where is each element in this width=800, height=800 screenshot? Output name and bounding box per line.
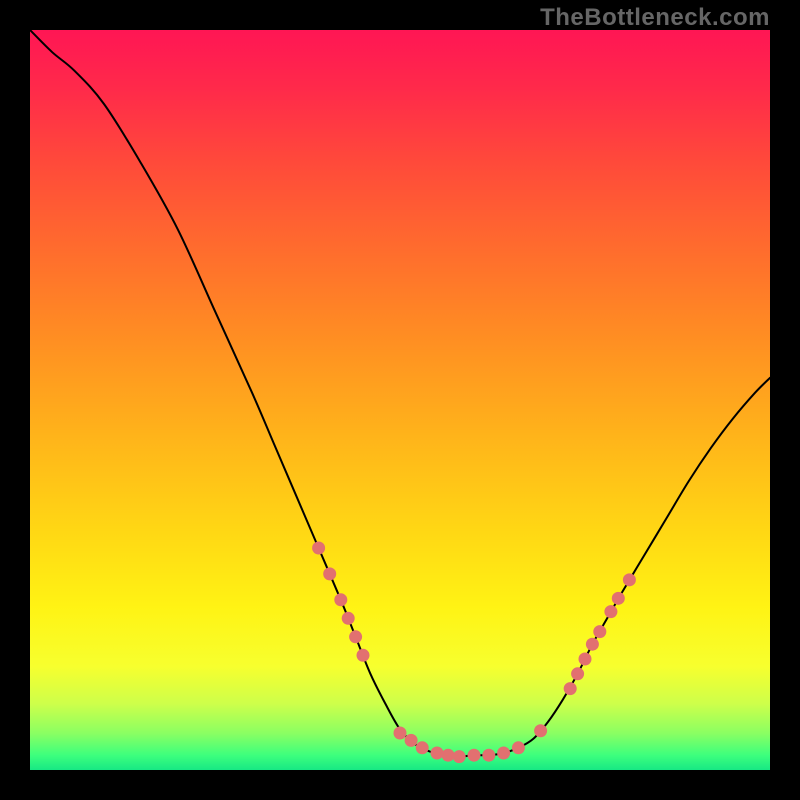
marker-dot <box>394 727 407 740</box>
marker-dot <box>482 749 495 762</box>
marker-dot <box>512 741 525 754</box>
marker-dot <box>612 592 625 605</box>
marker-dot <box>405 734 418 747</box>
marker-dot <box>431 746 444 759</box>
curve-layer <box>30 30 770 770</box>
marker-dot <box>357 649 370 662</box>
chart-canvas: TheBottleneck.com <box>0 0 800 800</box>
marker-dot <box>312 542 325 555</box>
marker-dot <box>604 605 617 618</box>
marker-dot <box>323 567 336 580</box>
marker-dot <box>586 638 599 651</box>
marker-dot <box>564 682 577 695</box>
marker-dot <box>342 612 355 625</box>
marker-dot <box>497 746 510 759</box>
marker-dot <box>468 749 481 762</box>
marker-dot <box>349 630 362 643</box>
marker-dot <box>623 573 636 586</box>
marker-dot <box>593 625 606 638</box>
plot-area <box>30 30 770 770</box>
marker-dot <box>416 741 429 754</box>
marker-dot <box>579 653 592 666</box>
marker-dot <box>453 750 466 763</box>
watermark-text: TheBottleneck.com <box>540 4 770 32</box>
marker-dot <box>442 749 455 762</box>
bottleneck-curve <box>30 30 770 757</box>
marker-dot <box>334 593 347 606</box>
marker-dot <box>571 667 584 680</box>
marker-dot <box>534 724 547 737</box>
